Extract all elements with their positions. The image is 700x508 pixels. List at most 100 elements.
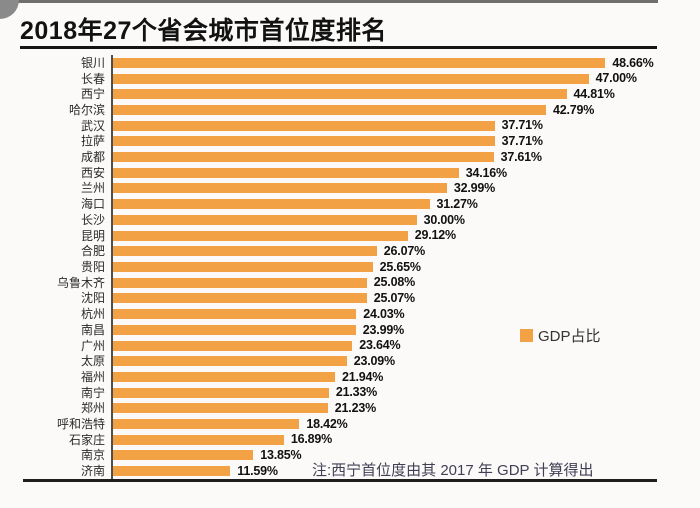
bar-category-label: 杭州 xyxy=(80,307,105,322)
bar-row: 南昌 23.99% xyxy=(20,321,680,338)
bar-value-label: 16.89% xyxy=(290,432,333,447)
bar-category-label: 哈尔滨 xyxy=(68,102,105,117)
bar xyxy=(113,434,284,445)
bar-value-label: 34.16% xyxy=(465,165,507,180)
bar-value-label: 24.03% xyxy=(363,306,405,321)
bar xyxy=(113,309,357,320)
bar xyxy=(113,89,567,100)
bar-category-label: 合肥 xyxy=(80,244,105,259)
bar xyxy=(113,277,367,288)
bar-row: 西安 34.16% xyxy=(20,164,680,181)
bar-row: 杭州 24.03% xyxy=(20,306,680,322)
bar-row: 南京 13.85% xyxy=(20,447,680,464)
bar-value-label: 21.33% xyxy=(335,385,378,400)
bar-track: 37.71% xyxy=(111,133,680,150)
bar-row: 广州 23.64% xyxy=(20,337,680,354)
legend: GDP占比 xyxy=(520,325,601,346)
bar-category-label: 呼和浩特 xyxy=(56,417,105,432)
bar-track: 31.27% xyxy=(111,196,680,213)
bar-row: 石家庄 16.89% xyxy=(20,431,680,448)
bar-category-label: 南宁 xyxy=(80,385,105,400)
bar-category-label: 沈阳 xyxy=(80,291,105,306)
bar-row: 武汉 37.71% xyxy=(20,117,680,134)
bar xyxy=(113,324,356,335)
title-underline xyxy=(20,46,657,49)
bar-category-label: 拉萨 xyxy=(80,134,105,149)
bar xyxy=(113,57,606,68)
bar-category-label: 贵阳 xyxy=(80,259,105,274)
bar-track: 25.07% xyxy=(111,290,680,307)
bar-category-label: 南昌 xyxy=(80,322,105,337)
bar xyxy=(113,450,254,461)
bar-category-label: 太原 xyxy=(80,354,105,369)
bar-track: 23.09% xyxy=(111,353,680,370)
bar-row: 拉萨 37.71% xyxy=(20,133,680,150)
bar xyxy=(113,356,347,367)
bar-row: 合肥 26.07% xyxy=(20,243,680,260)
bar-track: 13.85% xyxy=(111,447,680,464)
bar-row: 沈阳 25.07% xyxy=(20,290,680,307)
bar-value-label: 31.27% xyxy=(436,196,478,211)
bar xyxy=(113,136,495,147)
bar-category-label: 成都 xyxy=(80,150,105,165)
bar-value-label: 13.85% xyxy=(260,448,302,463)
bar-track: 21.23% xyxy=(111,400,680,417)
bar-value-label: 32.99% xyxy=(453,181,496,196)
bar-row: 哈尔滨 42.79% xyxy=(20,102,680,118)
bar xyxy=(113,371,335,382)
bar-track: 25.08% xyxy=(111,274,680,291)
bar xyxy=(113,293,367,304)
bar-track: 25.65% xyxy=(111,259,680,275)
bar-category-label: 兰州 xyxy=(80,181,105,196)
bar xyxy=(113,261,373,272)
bar-value-label: 18.42% xyxy=(306,416,348,431)
bar-value-label: 25.65% xyxy=(379,259,421,274)
bar-category-label: 石家庄 xyxy=(68,432,105,447)
footnote: 注:西宁首位度由其 2017 年 GDP 计算得出 xyxy=(312,462,594,479)
bar-track: 48.66% xyxy=(111,55,680,71)
bar-value-label: 29.12% xyxy=(414,228,456,243)
bar-category-label: 银川 xyxy=(80,55,105,70)
bar-value-label: 30.00% xyxy=(423,212,465,227)
bar-row: 贵阳 25.65% xyxy=(20,259,680,275)
bar-value-label: 37.61% xyxy=(500,149,542,164)
bar-category-label: 济南 xyxy=(80,464,105,479)
bar xyxy=(113,403,328,414)
bar xyxy=(113,230,408,241)
bar-value-label: 48.66% xyxy=(612,55,654,70)
bar-track: 11.59% xyxy=(111,463,680,479)
bar-track: 24.03% xyxy=(111,306,680,322)
bar-row: 长春 47.00% xyxy=(20,70,680,87)
bar-value-label: 25.07% xyxy=(373,291,415,306)
bar-category-label: 南京 xyxy=(80,448,105,463)
bar-category-label: 西安 xyxy=(80,165,105,180)
bar xyxy=(113,199,430,210)
bar-category-label: 郑州 xyxy=(80,401,105,416)
bar-row: 成都 37.61% xyxy=(20,149,680,165)
window-corner-decoration xyxy=(0,0,19,19)
bar-track: 32.99% xyxy=(111,180,680,197)
bar-value-label: 42.79% xyxy=(553,102,595,117)
bar-track: 23.64% xyxy=(111,337,680,354)
bar-track: 42.79% xyxy=(111,102,680,118)
bar-row: 郑州 21.23% xyxy=(20,400,680,417)
bar xyxy=(113,419,300,430)
bar-row: 南宁 21.33% xyxy=(20,384,680,401)
bar-row: 银川 48.66% xyxy=(20,55,680,71)
bar-category-label: 昆明 xyxy=(80,228,105,243)
bar-category-label: 广州 xyxy=(80,338,105,353)
bar-track: 34.16% xyxy=(111,164,680,181)
bar-row: 济南 11.59% xyxy=(20,463,680,479)
bar xyxy=(113,152,494,163)
bar-track: 30.00% xyxy=(111,212,680,228)
bar-value-label: 26.07% xyxy=(383,244,425,259)
bar-value-label: 25.08% xyxy=(373,275,415,290)
legend-color-swatch xyxy=(520,329,533,342)
bar-category-label: 海口 xyxy=(80,197,105,212)
bar-category-label: 乌鲁木齐 xyxy=(56,275,105,290)
bar-value-label: 37.71% xyxy=(501,134,543,149)
bar xyxy=(113,387,329,398)
bar xyxy=(113,466,231,477)
bar-track: 23.99% xyxy=(111,321,680,338)
bar-value-label: 23.09% xyxy=(353,353,395,368)
